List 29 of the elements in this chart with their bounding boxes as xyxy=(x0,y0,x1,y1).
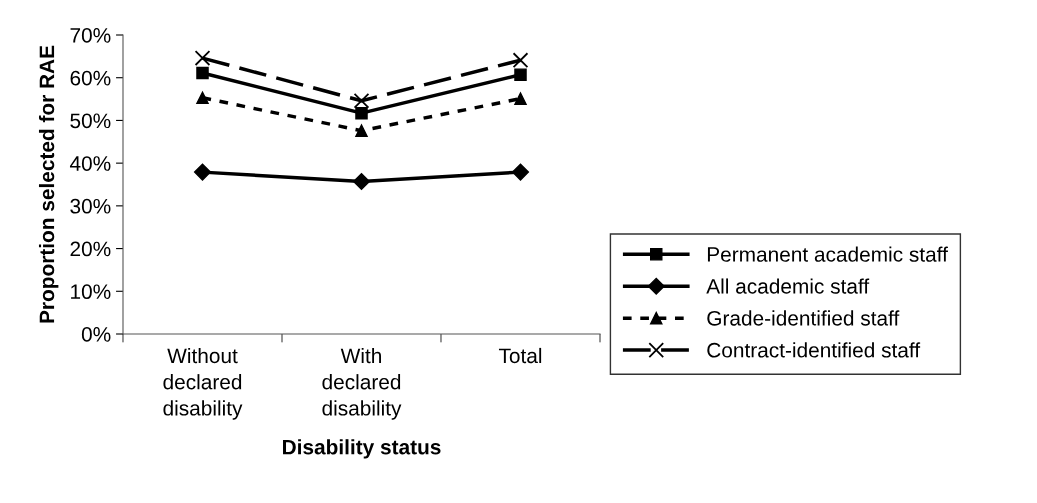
y-tick-label: 10% xyxy=(71,284,111,300)
point xyxy=(194,50,211,66)
x-tick-label: Without declared disability xyxy=(163,347,243,420)
x-tick-label: With declared disability xyxy=(322,347,402,420)
point xyxy=(512,52,529,69)
legend-label: Permanent academic staff xyxy=(707,246,948,262)
x-tick-label: Total xyxy=(498,347,542,364)
x-axis-title: Disability status xyxy=(283,439,441,459)
legend-label: Contract-identified staff xyxy=(707,342,921,358)
point xyxy=(352,172,371,191)
point xyxy=(196,66,209,80)
y-tick-label: 40% xyxy=(69,156,111,171)
y-tick-label: 0% xyxy=(81,327,111,342)
y-tick-label: 60% xyxy=(70,70,111,86)
y-tick-label: 30% xyxy=(70,198,111,214)
point xyxy=(355,106,368,120)
y-tick-label: 20% xyxy=(70,241,111,257)
y-axis-title: Proportion selected for RAE xyxy=(38,45,59,323)
point xyxy=(193,163,212,181)
point xyxy=(511,163,530,181)
y-tick-label: 70% xyxy=(70,28,111,43)
point xyxy=(514,92,527,105)
y-tick-label: 50% xyxy=(70,113,111,129)
point xyxy=(514,68,527,81)
point xyxy=(355,124,368,137)
legend-label: All academic staff xyxy=(706,278,870,294)
point xyxy=(196,91,209,105)
point xyxy=(353,92,370,109)
legend-label: Grade-identified staff xyxy=(707,310,900,326)
